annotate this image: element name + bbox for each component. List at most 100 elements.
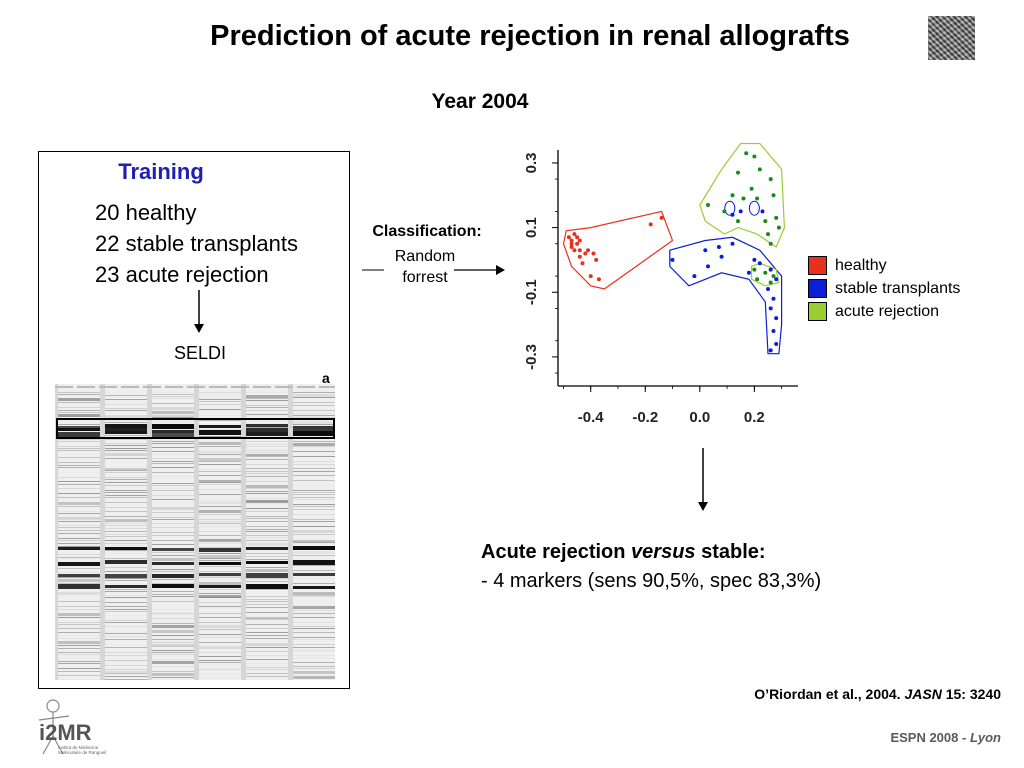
- gel-band: [58, 579, 100, 582]
- gel-band-strong: [293, 428, 335, 432]
- gel-band: [105, 523, 147, 524]
- gel-band: [246, 436, 288, 437]
- gel-band: [199, 415, 241, 416]
- gel-band: [152, 596, 194, 597]
- gel-band: [58, 592, 100, 595]
- gel-band: [105, 647, 147, 648]
- classification-method: Random forrest: [370, 246, 480, 288]
- gel-band: [58, 477, 100, 478]
- gel-band: [246, 617, 288, 620]
- gel-band: [152, 472, 194, 473]
- gel-band: [199, 394, 241, 395]
- data-point-healthy: [575, 241, 580, 246]
- gel-band: [105, 479, 147, 480]
- gel-band-strong: [152, 584, 194, 588]
- gel-band: [199, 613, 241, 614]
- data-point-stable-transplants: [771, 296, 776, 301]
- gel-band: [293, 613, 335, 614]
- gel-band: [58, 394, 100, 395]
- gel-band: [293, 658, 335, 659]
- footer: ESPN 2008 - Lyon: [640, 730, 1001, 745]
- gel-band-strong: [58, 432, 100, 437]
- gel-band: [246, 537, 288, 538]
- gel-band-strong: [152, 433, 194, 438]
- gel-band-strong: [246, 561, 288, 564]
- gel-band: [246, 567, 288, 568]
- gel-band: [58, 617, 100, 618]
- cluster-hull-healthy: [562, 210, 674, 290]
- gel-band-strong: [105, 428, 147, 433]
- gel-band: [105, 422, 147, 423]
- gel-band: [58, 543, 100, 544]
- gel-band: [246, 398, 288, 399]
- gel-band: [58, 606, 100, 607]
- gel-band: [105, 543, 147, 544]
- gel-band: [199, 519, 241, 520]
- gel-band: [105, 606, 147, 607]
- gel-band: [152, 639, 194, 640]
- gel-band: [105, 448, 147, 449]
- gel-band: [58, 557, 100, 558]
- gel-band: [246, 540, 288, 541]
- gel-band-strong: [152, 548, 194, 551]
- gel-band: [105, 420, 147, 421]
- data-point-stable-transplants: [746, 270, 751, 275]
- x-tick-label: -0.2: [632, 409, 658, 426]
- gel-band: [105, 620, 147, 621]
- gel-band: [246, 518, 288, 519]
- gel-band: [152, 403, 194, 404]
- gel-band: [293, 490, 335, 491]
- gel-band: [199, 629, 241, 630]
- gel-band: [152, 544, 194, 545]
- gel-band: [293, 424, 335, 425]
- data-point-acute-rejection: [741, 196, 746, 201]
- gel-band: [199, 471, 241, 472]
- gel-band: [293, 632, 335, 633]
- gel-band: [246, 624, 288, 625]
- gel-band: [199, 593, 241, 594]
- legend-swatch-healthy: [808, 256, 827, 275]
- gel-band: [152, 654, 194, 655]
- gel-band-strong: [58, 574, 100, 577]
- gel-band: [152, 499, 194, 500]
- gel-band: [152, 454, 194, 455]
- gel-band: [152, 618, 194, 619]
- citation-volume: 15: 3240: [941, 686, 1001, 702]
- gel-band: [293, 594, 335, 597]
- gel-band: [58, 448, 100, 449]
- gel-band: [152, 396, 194, 397]
- arrow-down-icon: [194, 290, 204, 333]
- gel-band: [58, 540, 100, 541]
- gel-band: [293, 451, 335, 452]
- gel-band: [199, 646, 241, 649]
- gel-band: [58, 519, 100, 520]
- arrow-right-icon: [362, 265, 505, 275]
- data-point-healthy: [577, 254, 582, 259]
- gel-band: [152, 490, 194, 491]
- gel-band: [199, 634, 241, 635]
- gel-band: [199, 399, 241, 400]
- gel-band: [105, 443, 147, 444]
- gel-band: [246, 452, 288, 453]
- gel-band-strong: [152, 424, 194, 429]
- training-counts: 20 healthy 22 stable transplants 23 acut…: [95, 197, 298, 290]
- gel-band: [199, 489, 241, 490]
- gel-band: [199, 420, 241, 421]
- gel-band: [105, 458, 147, 459]
- data-point-stable-transplants: [719, 254, 724, 259]
- gel-band: [199, 458, 241, 461]
- gel-band: [293, 468, 335, 469]
- gel-band: [199, 625, 241, 628]
- footer-event: ESPN 2008 -: [890, 730, 970, 745]
- gel-band-strong: [58, 428, 100, 431]
- gel-band: [199, 482, 241, 483]
- gel-band: [293, 666, 335, 667]
- gel-band: [58, 414, 100, 417]
- gel-band: [199, 669, 241, 670]
- gel-band: [58, 546, 100, 547]
- data-point-stable-transplants: [670, 257, 675, 262]
- gel-band: [105, 644, 147, 645]
- gel-band: [105, 507, 147, 508]
- gel-band: [152, 417, 194, 418]
- gel-band: [293, 542, 335, 543]
